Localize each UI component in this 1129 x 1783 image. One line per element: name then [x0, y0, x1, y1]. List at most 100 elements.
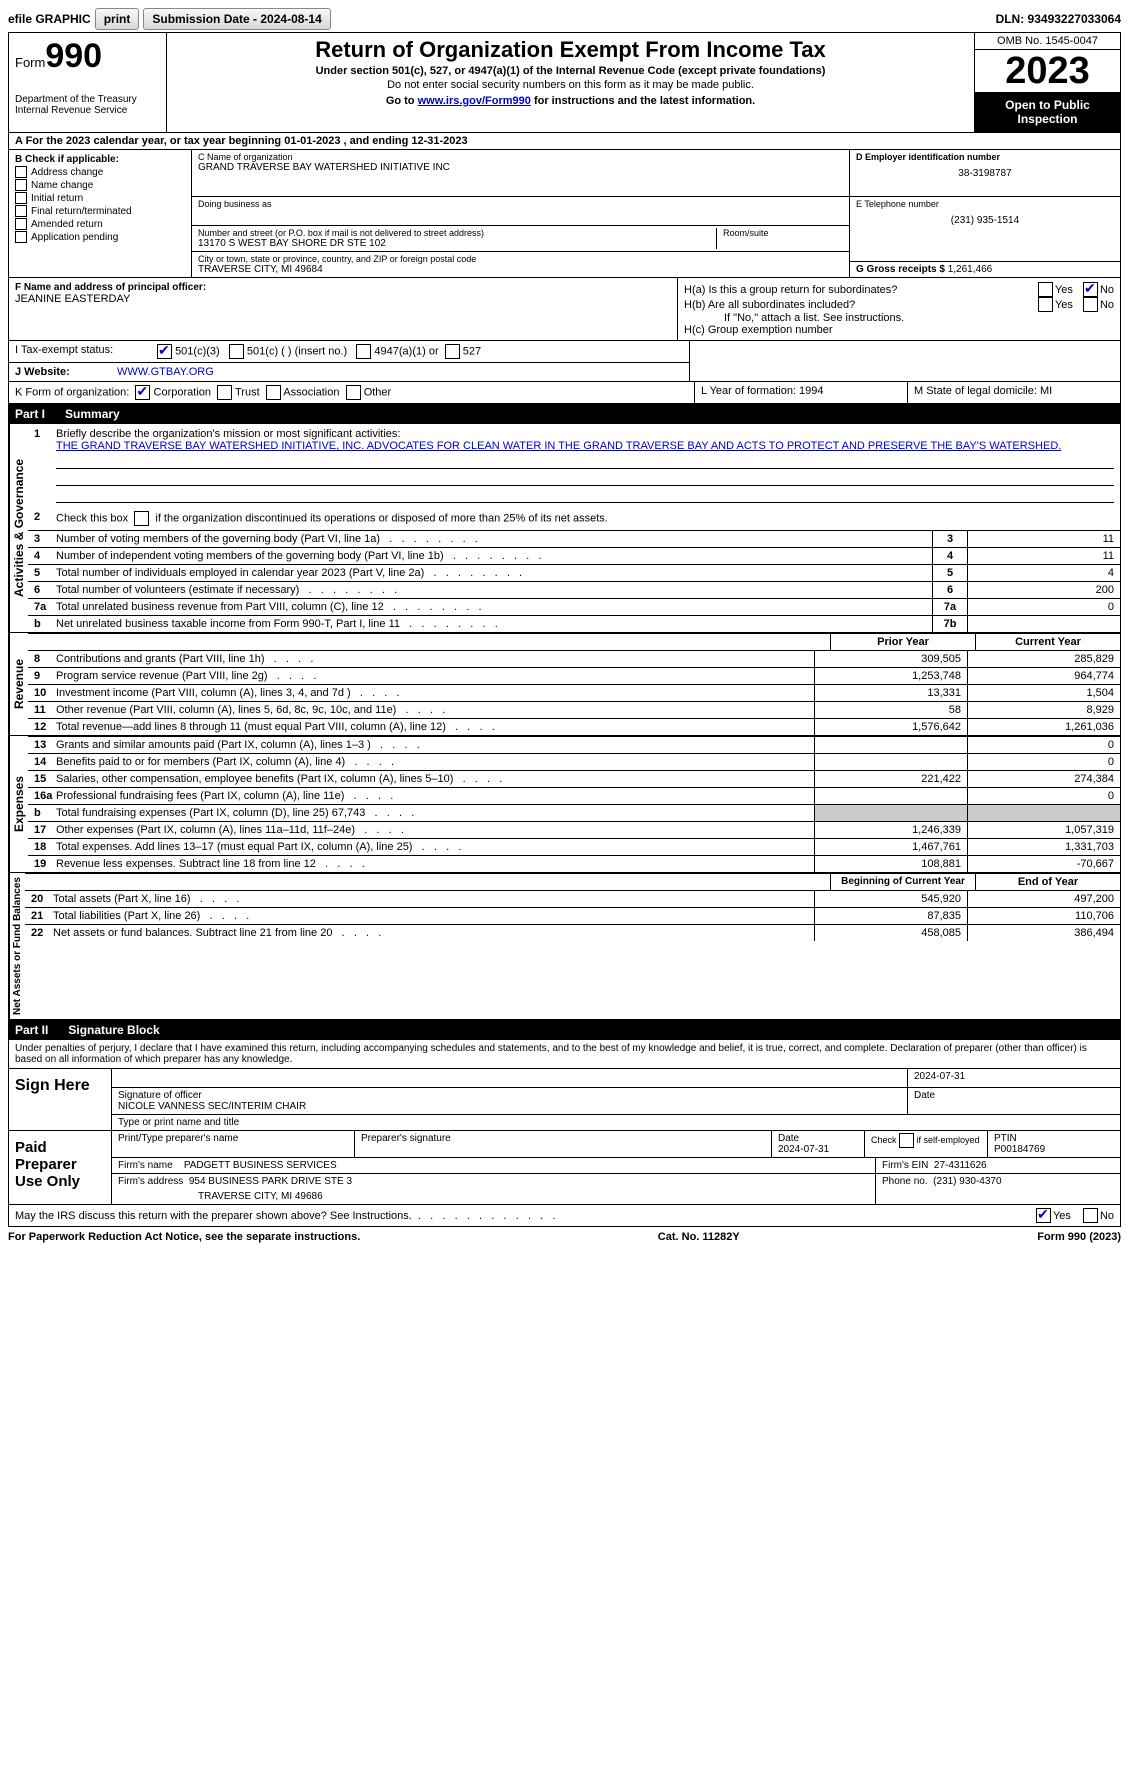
org-name: GRAND TRAVERSE BAY WATERSHED INITIATIVE …	[198, 162, 843, 173]
col-b-title: B Check if applicable:	[15, 154, 185, 165]
blank-line-3	[56, 486, 1114, 503]
checkbox-name-change[interactable]: Name change	[15, 179, 185, 191]
row-10: 10Investment income (Part VIII, column (…	[28, 684, 1120, 701]
sig-officer-label: Signature of officer	[118, 1090, 901, 1101]
part2-header: Part II Signature Block	[9, 1020, 1120, 1040]
row-f: F Name and address of principal officer:…	[9, 278, 677, 340]
row-22: 22Net assets or fund balances. Subtract …	[25, 924, 1120, 941]
phone-label: Phone no.	[882, 1176, 928, 1187]
row-i-label: I Tax-exempt status:	[9, 341, 151, 362]
q1-num: 1	[34, 428, 56, 440]
q2-num: 2	[34, 511, 56, 526]
sig-date: 2024-07-31	[908, 1069, 1120, 1087]
form-990-number: 990	[45, 37, 102, 75]
open-to-public: Open to Public Inspection	[975, 92, 1120, 132]
prep-sig-label: Preparer's signature	[355, 1131, 772, 1157]
501c-checkbox[interactable]	[229, 344, 244, 359]
netassets-header: Beginning of Current Year End of Year	[25, 873, 1120, 890]
block-bcd: B Check if applicable: Address changeNam…	[9, 150, 1120, 278]
hb-no-checkbox[interactable]	[1083, 297, 1098, 312]
state-domicile: M State of legal domicile: MI	[907, 382, 1120, 403]
sig-officer-name: NICOLE VANNESS SEC/INTERIM CHAIR	[118, 1101, 901, 1112]
other-checkbox[interactable]	[346, 385, 361, 400]
4947-checkbox[interactable]	[356, 344, 371, 359]
ssn-note: Do not enter social security numbers on …	[175, 79, 966, 91]
goto-line: Go to www.irs.gov/Form990 for instructio…	[175, 95, 966, 107]
corp-checkbox[interactable]	[135, 385, 150, 400]
paid-preparer-row: Paid Preparer Use Only Print/Type prepar…	[9, 1131, 1120, 1205]
firm-name-label: Firm's name	[118, 1160, 173, 1171]
netassets-section: Net Assets or Fund Balances Beginning of…	[9, 873, 1120, 1020]
row-a: A For the 2023 calendar year, or tax yea…	[9, 133, 1120, 150]
ptin-value: P00184769	[994, 1144, 1114, 1155]
irs-link[interactable]: www.irs.gov/Form990	[418, 95, 531, 107]
checkbox-amended-return[interactable]: Amended return	[15, 218, 185, 230]
self-employed-checkbox[interactable]	[899, 1133, 914, 1148]
ein-value: 38-3198787	[856, 168, 1114, 179]
submission-date-button[interactable]: Submission Date - 2024-08-14	[143, 8, 330, 30]
firm-ein-cell: Firm's EIN 27-4311626	[876, 1158, 1120, 1173]
part2-label: Part II	[15, 1023, 68, 1037]
year-formation: L Year of formation: 1994	[694, 382, 907, 403]
501c3-checkbox[interactable]	[157, 344, 172, 359]
checkbox-initial-return[interactable]: Initial return	[15, 192, 185, 204]
ptin-cell: PTIN P00184769	[988, 1131, 1120, 1157]
tel-value: (231) 935-1514	[856, 215, 1114, 226]
ha-yes-checkbox[interactable]	[1038, 282, 1053, 297]
col-b: B Check if applicable: Address changeNam…	[9, 150, 192, 277]
page-footer: For Paperwork Reduction Act Notice, see …	[8, 1227, 1121, 1247]
street-cell: Number and street (or P.O. box if mail i…	[198, 228, 717, 249]
prep-date-cell: Date 2024-07-31	[772, 1131, 865, 1157]
row-h: H(a) Is this a group return for subordin…	[677, 278, 1120, 340]
assoc-checkbox[interactable]	[266, 385, 281, 400]
ha-row: H(a) Is this a group return for subordin…	[684, 282, 1114, 297]
row-i: I Tax-exempt status: 501(c)(3) 501(c) ( …	[9, 341, 689, 363]
checkbox-address-change[interactable]: Address change	[15, 166, 185, 178]
org-name-cell: C Name of organization GRAND TRAVERSE BA…	[192, 150, 849, 197]
hb-yes-checkbox[interactable]	[1038, 297, 1053, 312]
row-6: 6Total number of volunteers (estimate if…	[28, 581, 1120, 598]
row-14: 14Benefits paid to or for members (Part …	[28, 753, 1120, 770]
expenses-section: Expenses 13Grants and similar amounts pa…	[9, 736, 1120, 873]
row-a-mid: , and ending	[340, 135, 411, 147]
opt-4947: 4947(a)(1) or	[374, 345, 438, 357]
checkbox-final-return-terminated[interactable]: Final return/terminated	[15, 205, 185, 217]
hb-row: H(b) Are all subordinates included? Yes …	[684, 297, 1114, 312]
yes-label: Yes	[1055, 284, 1073, 296]
end-year-header: End of Year	[975, 874, 1120, 890]
row-18: 18Total expenses. Add lines 13–17 (must …	[28, 838, 1120, 855]
ha-no-checkbox[interactable]	[1083, 282, 1098, 297]
block-fh: F Name and address of principal officer:…	[9, 278, 1120, 341]
prep-date-value: 2024-07-31	[778, 1144, 858, 1155]
gross-value: 1,261,466	[948, 264, 993, 275]
sig-officer-cell: Signature of officer NICOLE VANNESS SEC/…	[112, 1088, 908, 1114]
print-button[interactable]: print	[95, 8, 140, 30]
discuss-no-checkbox[interactable]	[1083, 1208, 1098, 1223]
row-20: 20Total assets (Part X, line 16) . . . .…	[25, 890, 1120, 907]
q1-label: Briefly describe the organization's miss…	[56, 428, 400, 440]
form-page-ref: Form 990 (2023)	[1037, 1231, 1121, 1243]
gross-cell: G Gross receipts $ 1,261,466	[850, 262, 1120, 277]
q2-checkbox[interactable]	[134, 511, 149, 526]
firm-name-cell: Firm's name PADGETT BUSINESS SERVICES	[112, 1158, 876, 1173]
sig-date-label: Date	[908, 1088, 1120, 1114]
dba-label: Doing business as	[198, 199, 843, 209]
goto-pre: Go to	[386, 95, 418, 107]
opt-corp: Corporation	[154, 386, 211, 398]
row-19: 19Revenue less expenses. Subtract line 1…	[28, 855, 1120, 872]
form-header: Form990 Department of the Treasury Inter…	[9, 33, 1120, 133]
trust-checkbox[interactable]	[217, 385, 232, 400]
hb-label: H(b) Are all subordinates included?	[684, 299, 1038, 311]
prior-year-header: Prior Year	[830, 634, 975, 650]
discuss-yes-checkbox[interactable]	[1036, 1208, 1051, 1223]
yes-label-2: Yes	[1055, 299, 1073, 311]
firm-addr-label: Firm's address	[118, 1176, 183, 1187]
website-value[interactable]: WWW.GTBAY.ORG	[111, 363, 220, 381]
checkbox-application-pending[interactable]: Application pending	[15, 231, 185, 243]
tax-year: 2023	[975, 50, 1120, 92]
row-3: 3Number of voting members of the governi…	[28, 530, 1120, 547]
sign-here-label: Sign Here	[9, 1069, 112, 1130]
row-16a: 16aProfessional fundraising fees (Part I…	[28, 787, 1120, 804]
527-checkbox[interactable]	[445, 344, 460, 359]
row-j: J Website: WWW.GTBAY.ORG	[9, 363, 689, 381]
